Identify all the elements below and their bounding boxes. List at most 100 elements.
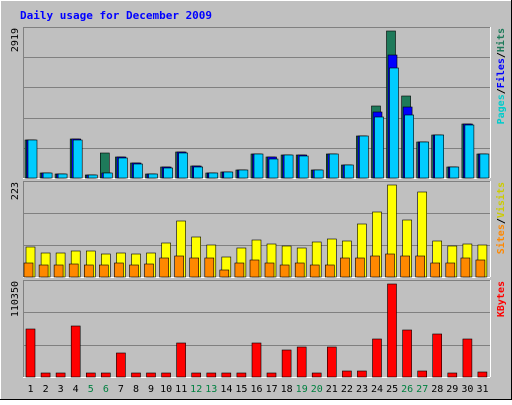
bar-sites-day-19 bbox=[294, 262, 305, 278]
day-label: 23 bbox=[356, 384, 368, 395]
day-label: 10 bbox=[160, 384, 172, 395]
day-label: 14 bbox=[220, 384, 232, 395]
bar-sites-day-13 bbox=[204, 257, 215, 278]
legend-entry: KBytes bbox=[496, 281, 507, 317]
legend-entry: / bbox=[496, 52, 507, 58]
bar-sites-day-1 bbox=[23, 262, 34, 278]
day-label: 17 bbox=[266, 384, 278, 395]
bar-kbytes-day-12 bbox=[191, 372, 201, 378]
bar-pages-day-23 bbox=[359, 135, 369, 179]
bar-pages-day-29 bbox=[449, 166, 460, 179]
bar-kbytes-day-27 bbox=[417, 370, 428, 378]
bar-kbytes-day-1 bbox=[25, 328, 36, 378]
bar-pages-day-6 bbox=[103, 172, 113, 179]
bar-kbytes-day-20 bbox=[311, 372, 322, 378]
bar-kbytes-day-29 bbox=[447, 372, 458, 378]
bar-kbytes-day-15 bbox=[236, 372, 247, 378]
bar-sites-day-3 bbox=[53, 264, 64, 278]
bar-sites-day-25 bbox=[385, 253, 395, 278]
bar-kbytes-day-22 bbox=[342, 370, 352, 378]
bar-kbytes-day-3 bbox=[55, 372, 66, 378]
bar-pages-day-26 bbox=[404, 114, 414, 179]
bar-pages-day-8 bbox=[133, 163, 143, 179]
panel-1-max-label: 2919 bbox=[10, 28, 21, 52]
bar-kbytes-day-26 bbox=[402, 329, 412, 378]
bar-sites-day-12 bbox=[189, 257, 199, 278]
bar-pages-day-31 bbox=[479, 153, 490, 179]
bar-kbytes-day-25 bbox=[387, 283, 397, 378]
day-label: 7 bbox=[118, 384, 124, 395]
bar-sites-day-15 bbox=[234, 262, 245, 278]
bar-kbytes-day-7 bbox=[116, 352, 126, 378]
bar-pages-day-20 bbox=[313, 169, 324, 179]
bar-kbytes-day-31 bbox=[477, 371, 488, 378]
day-label: 20 bbox=[311, 384, 323, 395]
bar-sites-day-22 bbox=[340, 257, 350, 278]
bar-pages-day-14 bbox=[223, 171, 234, 179]
bar-sites-day-2 bbox=[38, 264, 49, 278]
bar-sites-day-10 bbox=[159, 257, 169, 278]
bar-kbytes-day-30 bbox=[462, 338, 473, 378]
bar-sites-day-26 bbox=[400, 255, 410, 278]
day-label: 18 bbox=[281, 384, 293, 395]
day-label: 24 bbox=[371, 384, 383, 395]
bar-sites-day-7 bbox=[114, 262, 124, 278]
legend-entry: Files bbox=[495, 58, 507, 88]
bar-kbytes-day-9 bbox=[146, 372, 156, 378]
bar-pages-day-17 bbox=[268, 158, 279, 179]
bar-kbytes-day-2 bbox=[40, 372, 51, 378]
bar-pages-day-15 bbox=[238, 169, 249, 179]
bar-kbytes-day-21 bbox=[326, 346, 337, 378]
bar-sites-day-9 bbox=[144, 263, 154, 278]
bar-sites-day-16 bbox=[249, 259, 260, 278]
bar-sites-day-23 bbox=[355, 257, 365, 278]
bar-pages-day-12 bbox=[193, 166, 203, 179]
day-label: 11 bbox=[175, 384, 187, 395]
bar-sites-day-27 bbox=[415, 255, 426, 278]
bar-kbytes-day-10 bbox=[161, 372, 171, 378]
bar-sites-day-24 bbox=[370, 255, 380, 278]
day-label: 4 bbox=[73, 384, 79, 395]
day-label: 21 bbox=[326, 384, 338, 395]
legend-entry: Visits bbox=[495, 182, 507, 218]
bar-pages-day-27 bbox=[419, 141, 430, 179]
bar-pages-day-7 bbox=[118, 157, 128, 179]
bar-sites-day-31 bbox=[475, 259, 486, 278]
bar-sites-day-29 bbox=[445, 262, 456, 278]
bar-sites-day-30 bbox=[460, 257, 471, 278]
chart-title: Daily usage for December 2009 bbox=[20, 9, 212, 22]
bar-sites-day-5 bbox=[84, 264, 94, 278]
legend-entry: Sites bbox=[495, 224, 507, 254]
day-label: 29 bbox=[446, 384, 458, 395]
bar-pages-day-24 bbox=[374, 116, 384, 179]
bar-sites-day-14 bbox=[219, 269, 230, 278]
bar-pages-day-11 bbox=[178, 152, 188, 179]
bar-pages-day-9 bbox=[148, 173, 158, 179]
bar-pages-day-22 bbox=[344, 164, 354, 179]
bar-sites-day-11 bbox=[174, 255, 184, 278]
day-label: 2 bbox=[43, 384, 49, 395]
panel-3-legend: KBytes bbox=[496, 281, 507, 317]
bar-pages-day-13 bbox=[208, 172, 219, 179]
panel-2-legend: Sites/Visits bbox=[495, 182, 507, 254]
bar-pages-day-25 bbox=[389, 67, 399, 179]
legend-entry: Hits bbox=[495, 28, 507, 52]
day-label: 3 bbox=[58, 384, 64, 395]
day-label: 26 bbox=[401, 384, 413, 395]
bar-sites-day-21 bbox=[324, 264, 335, 278]
day-label: 12 bbox=[190, 384, 202, 395]
bar-kbytes-day-24 bbox=[372, 338, 382, 378]
day-label: 31 bbox=[476, 384, 488, 395]
bar-pages-day-28 bbox=[434, 134, 445, 179]
bar-sites-day-8 bbox=[129, 264, 139, 278]
bar-kbytes-day-16 bbox=[251, 342, 262, 378]
day-label: 25 bbox=[386, 384, 398, 395]
bar-pages-day-16 bbox=[253, 153, 264, 179]
bar-sites-day-17 bbox=[264, 262, 275, 278]
bar-kbytes-day-19 bbox=[296, 346, 307, 378]
bar-sites-day-20 bbox=[309, 264, 320, 278]
bar-sites-day-28 bbox=[430, 262, 441, 278]
bar-sites-day-6 bbox=[99, 264, 109, 278]
bar-kbytes-day-5 bbox=[86, 372, 96, 378]
